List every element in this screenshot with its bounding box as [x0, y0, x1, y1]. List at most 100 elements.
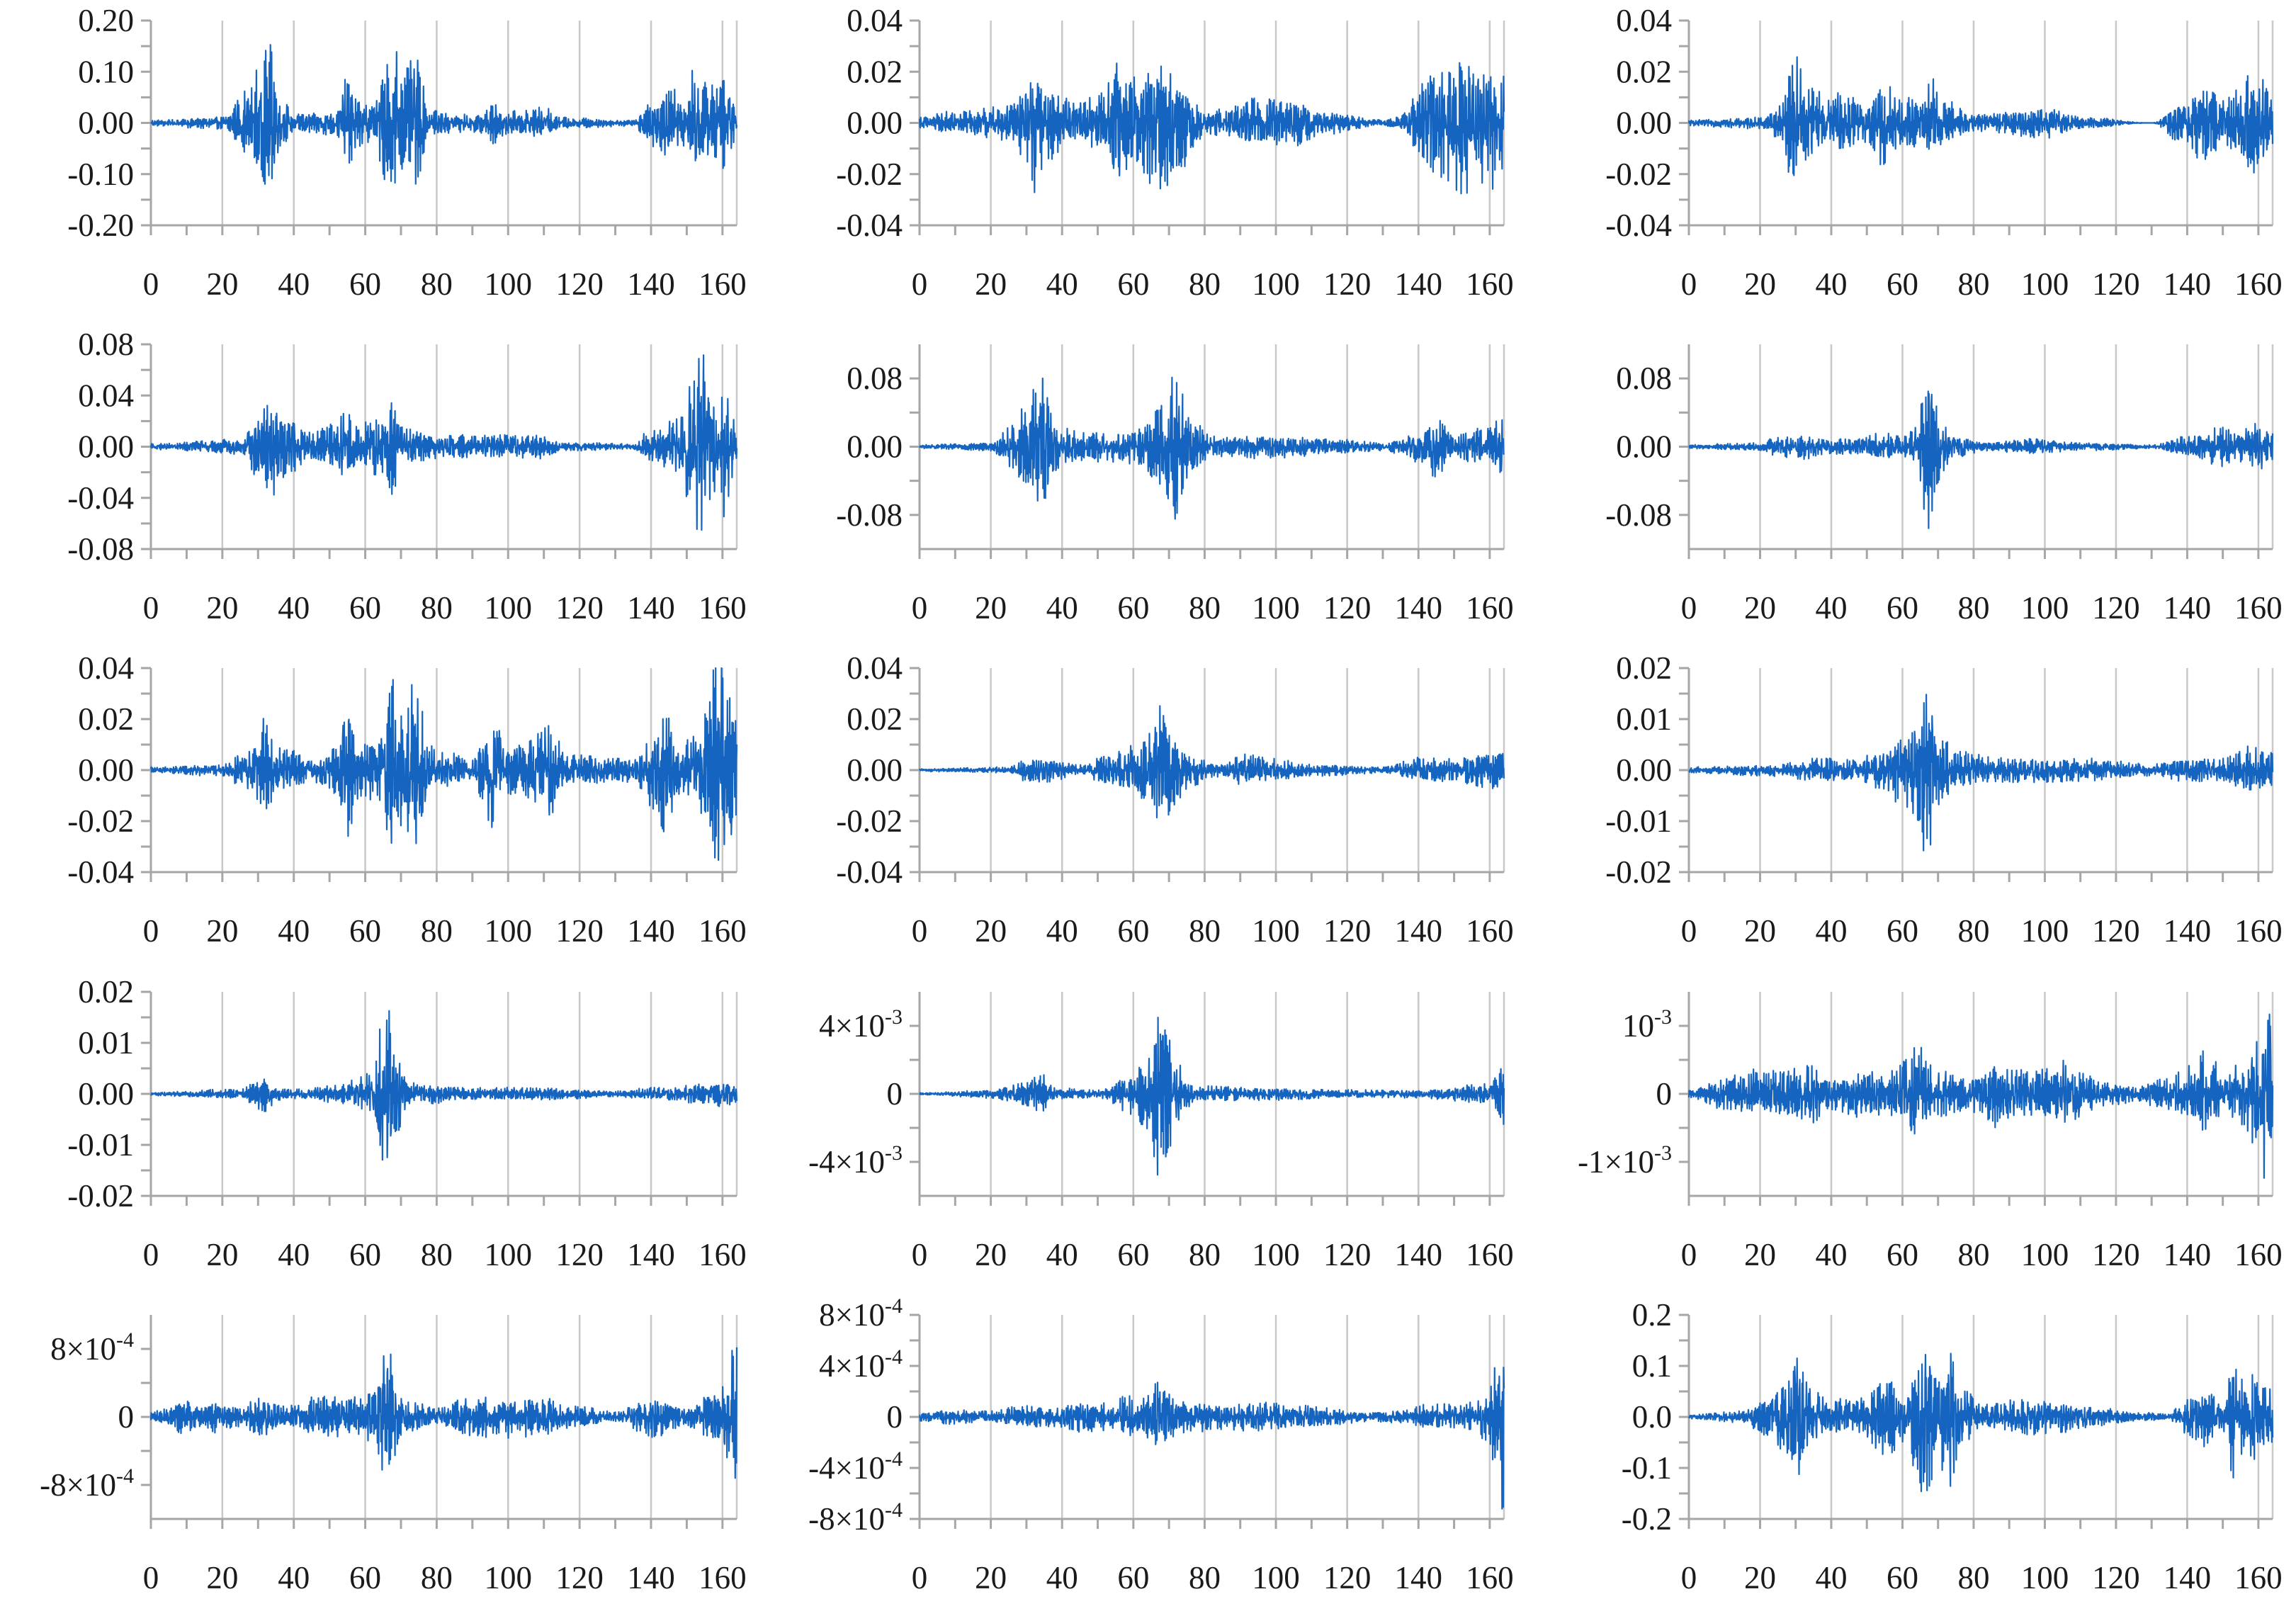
y-tick-label: 0: [887, 1399, 903, 1435]
x-tick-label: 120: [2092, 266, 2140, 302]
y-tick-label: -0.02: [1605, 157, 1672, 192]
x-tick-label: 80: [1189, 913, 1221, 949]
x-tick-label: 60: [1887, 266, 1918, 302]
panel-3: 0 20 40 60 80 100 120 140 160 0.04 0.02 0.00 -0.02 -0…: [1605, 3, 2282, 302]
x-tick-label: 140: [627, 266, 675, 302]
x-tick-label: 0: [143, 266, 159, 302]
y-tick-label: -0.10: [67, 157, 134, 192]
x-tick-label: 20: [1744, 913, 1776, 949]
x-tick-label: 140: [627, 590, 675, 626]
x-tick-label: 0: [912, 1560, 928, 1595]
y-tick-label: -0.02: [67, 1178, 134, 1214]
x-tick-label: 0: [912, 1237, 928, 1272]
x-tick-label: 140: [1395, 913, 1443, 949]
x-tick-label: 160: [699, 590, 747, 626]
x-tick-label: 100: [1252, 1560, 1300, 1595]
x-tick-label: 80: [421, 1237, 453, 1272]
x-tick-label: 40: [278, 1237, 310, 1272]
x-tick-label: 60: [1887, 1237, 1918, 1272]
x-tick-label: 100: [2021, 913, 2069, 949]
y-tick-label: 0: [118, 1399, 135, 1435]
x-tick-label: 80: [1957, 1560, 1989, 1595]
x-tick-label: 20: [975, 590, 1007, 626]
x-tick-label: 100: [485, 1237, 533, 1272]
panel-10: 0 20 40 60 80 100 120 140 160 0.02 0.01 0.00 -0.01 -0…: [67, 974, 746, 1272]
y-tick-label: -8×10-4: [40, 1464, 134, 1503]
x-tick-label: 100: [2021, 266, 2069, 302]
x-tick-label: 160: [2234, 590, 2283, 626]
x-tick-label: 60: [1117, 266, 1149, 302]
x-tick-label: 60: [1117, 590, 1149, 626]
x-tick-label: 20: [975, 266, 1007, 302]
x-tick-label: 60: [349, 590, 381, 626]
y-tick-label: 0.02: [1616, 650, 1672, 686]
x-tick-label: 120: [555, 590, 604, 626]
x-tick-label: 140: [2164, 266, 2212, 302]
x-tick-label: 0: [912, 913, 928, 949]
x-tick-label: 40: [278, 913, 310, 949]
x-tick-label: 80: [1957, 913, 1989, 949]
panel-6: 0 20 40 60 80 100 120 140 160 0.08 0.00 -0.08: [1605, 344, 2283, 626]
signal-trace: [150, 1010, 738, 1161]
y-tick-label: 0.2: [1632, 1297, 1672, 1333]
panel-7: 0 20 40 60 80 100 120 140 160 0.04 0.02 0.00 -0.02 -0…: [67, 650, 746, 949]
y-tick-label: 0.0: [1632, 1399, 1672, 1435]
signal-trace: [919, 1017, 1505, 1176]
x-tick-label: 160: [699, 913, 747, 949]
x-tick-label: 160: [1466, 1560, 1514, 1595]
y-tick-label: -0.08: [67, 531, 134, 567]
x-tick-label: 20: [1744, 1237, 1776, 1272]
y-tick-label: -0.2: [1622, 1501, 1672, 1537]
x-tick-label: 20: [206, 1560, 238, 1595]
y-tick-label: 0.04: [78, 650, 134, 686]
x-tick-label: 120: [1323, 913, 1372, 949]
x-tick-label: 140: [1395, 266, 1443, 302]
y-tick-label: 0.02: [1616, 54, 1672, 89]
x-tick-label: 0: [912, 266, 928, 302]
x-tick-label: 20: [975, 1560, 1007, 1595]
x-tick-label: 60: [1887, 590, 1918, 626]
y-tick-label: 0.08: [1616, 361, 1672, 396]
y-tick-label: -0.20: [67, 208, 134, 243]
x-tick-label: 160: [2234, 1237, 2283, 1272]
y-tick-label: 0.02: [78, 974, 134, 1010]
x-tick-label: 100: [485, 913, 533, 949]
x-tick-label: 100: [2021, 590, 2069, 626]
x-tick-label: 40: [1815, 590, 1847, 626]
signal-trace: [919, 705, 1505, 819]
x-tick-label: 40: [1815, 1560, 1847, 1595]
x-tick-label: 40: [1046, 1560, 1078, 1595]
panel-4: 0 20 40 60 80 100 120 140 160 0.08 0.04 0.00 -0.04 -0…: [67, 327, 746, 626]
x-tick-label: 100: [485, 590, 533, 626]
x-tick-label: 140: [627, 1560, 675, 1595]
panel-5: 0 20 40 60 80 100 120 140 160 0.08 0.00 -0.08: [836, 344, 1514, 626]
y-tick-label: 0.08: [847, 361, 903, 396]
x-tick-label: 100: [1252, 266, 1300, 302]
y-tick-label: 8×10-4: [819, 1294, 903, 1333]
x-tick-label: 160: [1466, 266, 1514, 302]
x-tick-label: 120: [1323, 266, 1372, 302]
x-tick-label: 80: [1189, 266, 1221, 302]
x-tick-label: 120: [1323, 590, 1372, 626]
x-tick-label: 100: [2021, 1237, 2069, 1272]
x-tick-label: 0: [143, 1237, 159, 1272]
y-tick-label: -4×10-3: [808, 1141, 903, 1180]
x-tick-label: 60: [349, 266, 381, 302]
x-tick-label: 20: [206, 913, 238, 949]
x-tick-label: 120: [555, 266, 604, 302]
x-tick-label: 100: [2021, 1560, 2069, 1595]
y-tick-label: 0: [1656, 1076, 1673, 1112]
y-tick-label: 0.01: [78, 1025, 134, 1061]
y-tick-label: 0.02: [78, 701, 134, 737]
y-tick-label: 0.20: [78, 3, 134, 38]
x-tick-label: 160: [1466, 590, 1514, 626]
signal-trace: [918, 1367, 1505, 1510]
y-tick-label: -0.04: [1605, 208, 1672, 243]
x-tick-label: 100: [1252, 913, 1300, 949]
x-tick-label: 100: [485, 266, 533, 302]
signal-trace: [1687, 1013, 2274, 1179]
y-tick-label: 0.00: [78, 429, 134, 465]
signal-trace: [1688, 694, 2274, 852]
x-tick-label: 40: [1815, 913, 1847, 949]
x-tick-label: 80: [1189, 1237, 1221, 1272]
